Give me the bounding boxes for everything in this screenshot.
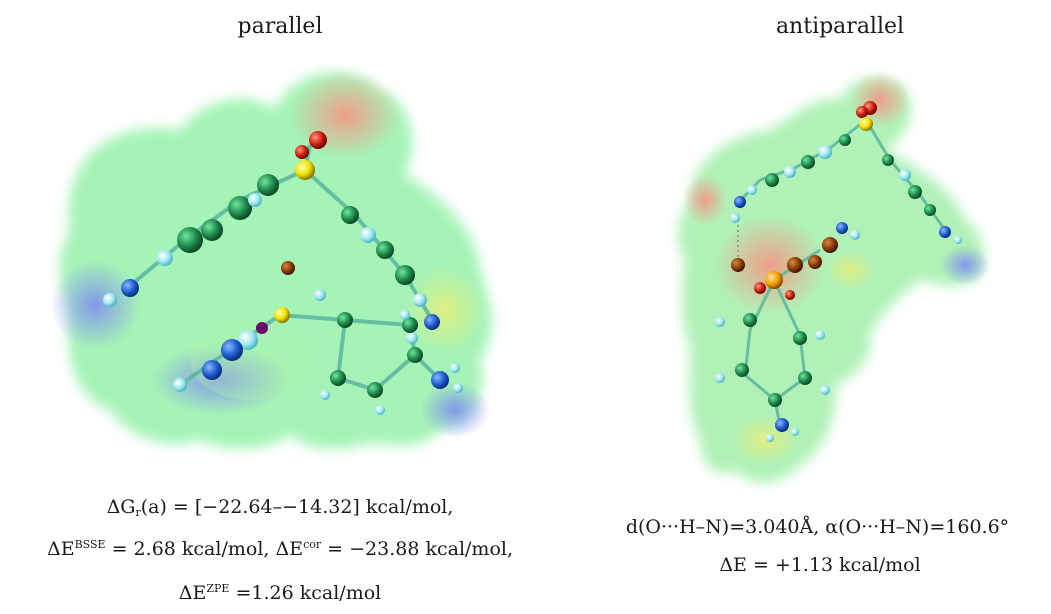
- title-antiparallel: antiparallel: [775, 14, 905, 39]
- caption-left-line2: ΔEBSSE = 2.68 kcal/mol, ΔEcor = −23.88 k…: [46, 538, 514, 560]
- caption-right-line1: d(O···H–N)=3.040Å, α(O···H–N)=160.6°: [625, 516, 1010, 538]
- caption-left-line3: ΔEZPE =1.26 kcal/mol: [178, 582, 382, 604]
- caption-left-line1: ΔGr(a) = [−22.64–−14.32] kcal/mol,: [106, 496, 454, 519]
- title-parallel: parallel: [237, 14, 323, 39]
- antiparallel-dimer-image: [678, 72, 990, 483]
- parallel-dimer-image: [50, 70, 492, 450]
- caption-right-line2: ΔE = +1.13 kcal/mol: [719, 554, 921, 576]
